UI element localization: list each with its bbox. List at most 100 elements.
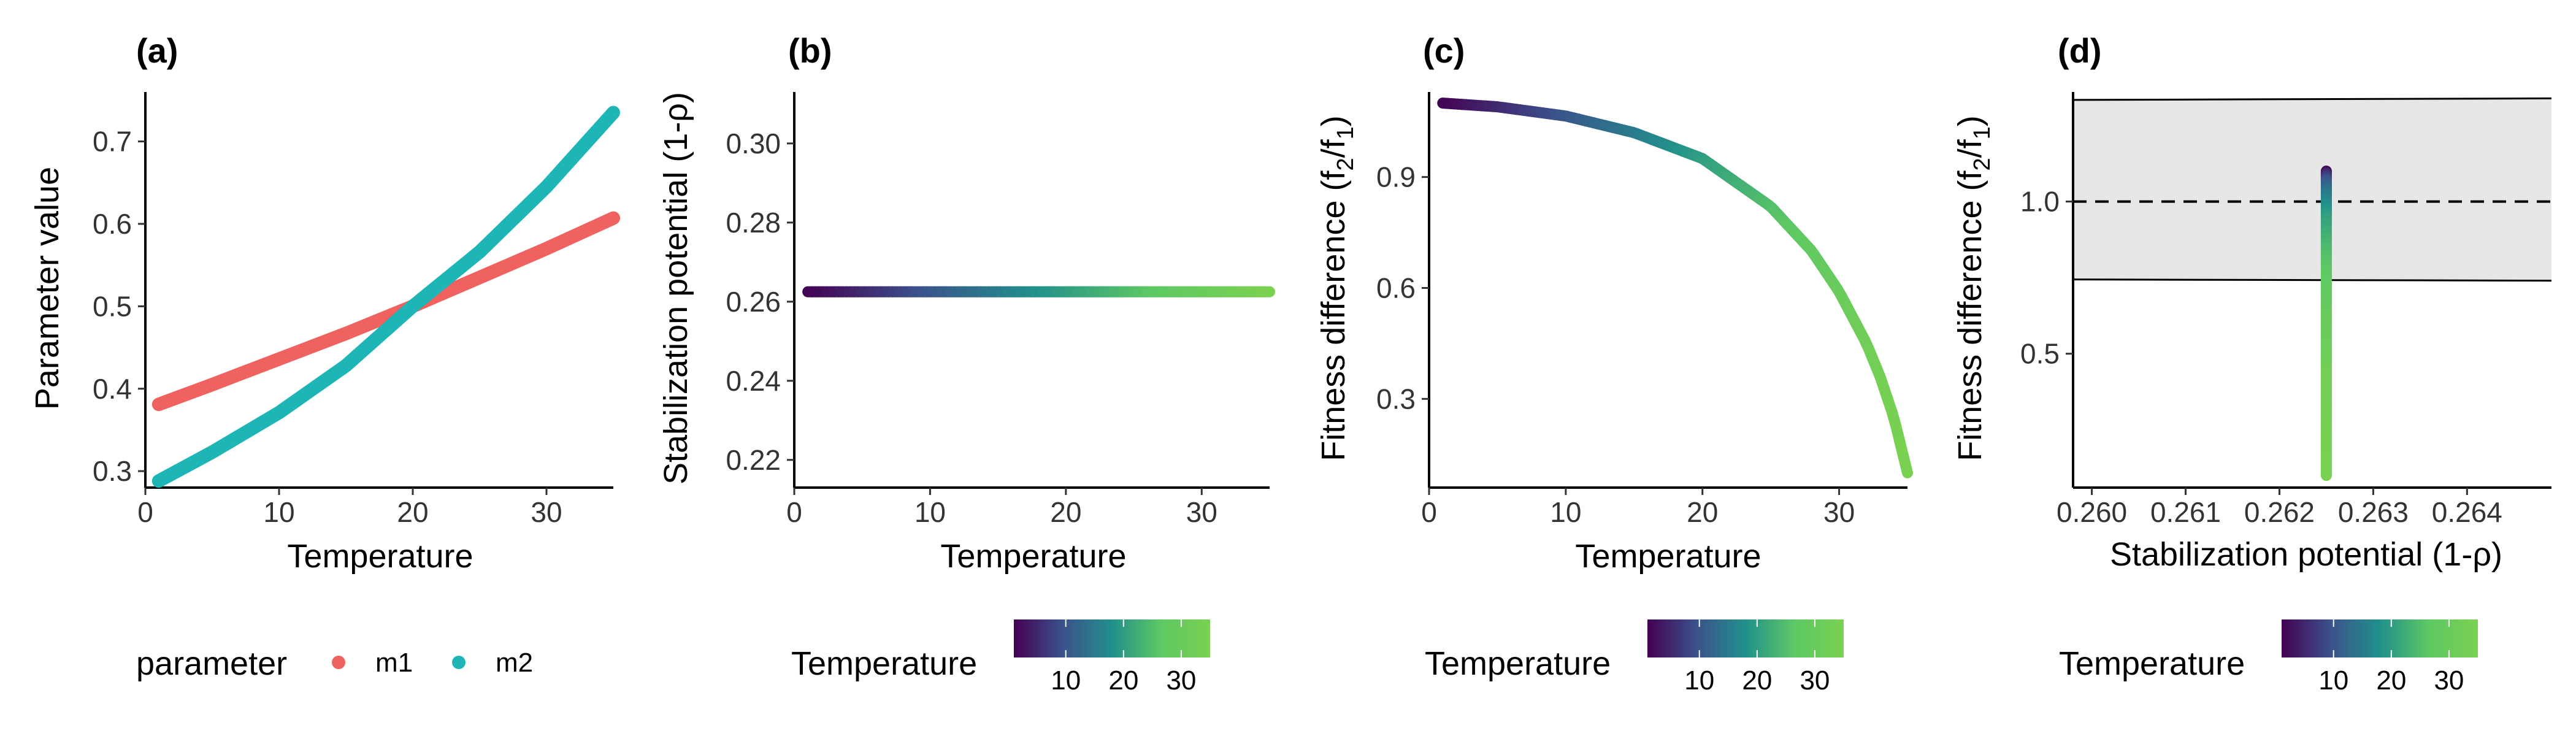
x-axis-title-d: Stabilization potential (1-ρ) (2110, 536, 2502, 573)
x-tick-label-d: 0.264 (2432, 496, 2502, 528)
colorbar-title-d: Temperature (2059, 645, 2245, 682)
colorbar-title-c: Temperature (1425, 645, 1611, 682)
y-tick-label-b: 0.26 (726, 286, 781, 318)
band-lower-line (2072, 278, 2552, 282)
x-tick-label-c: 10 (1550, 496, 1581, 528)
fit-close-d: ) (1952, 115, 1988, 126)
y-tick-label-b: 0.28 (726, 207, 781, 239)
panel-label-c: (c) (1423, 31, 1465, 70)
legend-label-m2: m2 (496, 648, 533, 678)
colorbar-tick-label: 20 (1108, 665, 1138, 696)
colorbar-tick-label: 10 (2318, 665, 2348, 696)
x-axis-title-a: Temperature (287, 538, 473, 575)
legend-key-m2 (452, 656, 466, 669)
colorbar-gradient (1647, 619, 1844, 657)
x-axis-title-b: Temperature (940, 538, 1126, 575)
y-tick-label-d: 0.5 (2020, 338, 2060, 370)
x-tick-label-a: 20 (397, 496, 428, 528)
legend-label-m1: m1 (375, 648, 413, 678)
series-line-m1 (151, 211, 620, 412)
panel-label-a: (a) (136, 31, 178, 70)
colorbar-b: Temperature 10 20 30 (791, 619, 1210, 696)
y-axis-title-b: Stabilization potential (1-ρ) (657, 92, 694, 485)
data-segment-c (1898, 451, 1913, 478)
x-axis-title-c: Temperature (1575, 538, 1761, 575)
plot-area-d: 0.260 0.261 0.262 0.263 0.264 0.5 1.0 (2020, 92, 2552, 528)
x-tick-label-a: 30 (531, 496, 562, 528)
colorbar-tick-label: 20 (2376, 665, 2406, 696)
x-tick-label-a: 0 (137, 496, 153, 528)
plot-area-c: 0 10 20 30 0.3 0.6 0.9 (1376, 92, 1913, 528)
y-tick-label-a: 0.3 (93, 455, 132, 487)
plot-area-a: 0 10 20 30 0.3 0.4 0.5 0.6 0.7 (93, 92, 620, 528)
colorbar-d: Temperature 10 20 30 (2059, 619, 2478, 696)
legend-title: parameter (136, 645, 287, 682)
fit-slash-f-d: /f (1952, 139, 1988, 158)
x-tick-label-b: 10 (914, 496, 946, 528)
x-tick-label-d: 0.263 (2338, 496, 2409, 528)
colorbar-tick-label: 10 (1051, 665, 1081, 696)
colorbar-tick-label: 10 (1684, 665, 1714, 696)
band-upper-line (2072, 97, 2552, 101)
x-title-d-rho: ρ (2472, 536, 2491, 573)
y-tick-label-c: 0.9 (1376, 161, 1416, 193)
x-tick-label-d: 0.260 (2057, 496, 2127, 528)
colorbar-body-d: 10 20 30 (2282, 619, 2478, 696)
colorbar-body-b: 10 20 30 (1014, 619, 1210, 696)
colorbar-tick-label: 30 (1800, 665, 1830, 696)
colorbar-c: Temperature 10 20 30 (1425, 619, 1844, 696)
panel-b: 0 10 20 300.220.240.260.280.30 Temperature … (657, 92, 1275, 575)
fit-sub-2: 2 (1333, 158, 1359, 171)
x-tick-label-b: 30 (1186, 496, 1217, 528)
y-tick-label-b: 0.22 (726, 444, 781, 476)
rho-symbol: ρ (657, 103, 694, 122)
y-tick-label-d: 1.0 (2020, 186, 2060, 218)
x-tick-label-a: 10 (263, 496, 294, 528)
fit-sub-1: 1 (1333, 126, 1359, 139)
x-tick-label-b: 0 (786, 496, 802, 528)
x-title-d-close: ) (2491, 536, 2502, 573)
legend-parameter: parameter m1 m2 (136, 645, 533, 682)
x-tick-label-b: 20 (1050, 496, 1081, 528)
legend-key-m1 (332, 656, 345, 669)
panel-a: 0 10 20 30 0.3 0.4 0.5 0.6 0.7 Temperature Param… (29, 92, 620, 575)
x-tick-label-c: 20 (1687, 496, 1718, 528)
y-tick-label-a: 0.7 (93, 126, 132, 158)
fit-title-main-d: Fitness difference (f (1952, 171, 1988, 461)
x-tick-label-d: 0.262 (2244, 496, 2315, 528)
x-tick-label-c: 30 (1823, 496, 1855, 528)
coexistence-band (2073, 98, 2551, 281)
x-tick-label-c: 0 (1421, 496, 1437, 528)
y-tick-label-c: 0.3 (1376, 383, 1416, 415)
y-axis-title-d: Fitness difference (f2/f1) (1952, 115, 1995, 461)
panel-label-d: (d) (2058, 31, 2102, 70)
y-tick-label-c: 0.6 (1376, 272, 1416, 304)
fit-title-main: Fitness difference (f (1315, 171, 1352, 461)
colorbar-tick-label: 30 (2434, 665, 2464, 696)
y-tick-label-a: 0.6 (93, 208, 132, 240)
colorbar-body-c: 10 20 30 (1647, 619, 1844, 696)
fit-sub-1-d: 1 (1969, 126, 1995, 139)
fit-close: ) (1315, 115, 1352, 126)
colorbar-gradient (1014, 619, 1210, 657)
x-title-d-main: Stabilization potential (1- (2110, 536, 2472, 573)
x-tick-label-d: 0.261 (2150, 496, 2221, 528)
y-axis-title-a: Parameter value (29, 167, 66, 410)
series-line-m2 (151, 105, 620, 488)
plot-area-b: 0 10 20 30 0.22 0.24 0.26 0.28 0.30 (726, 92, 1275, 528)
panel-d: 0.260 0.261 0.262 0.263 0.264 0.5 1.0 Stabiliz… (1952, 92, 2552, 573)
y-axis-title-b-close: ) (657, 92, 694, 103)
y-tick-label-b: 0.24 (726, 365, 781, 397)
series-c (1437, 98, 1913, 478)
panel-label-b: (b) (788, 31, 832, 70)
fit-sub-2-d: 2 (1969, 158, 1995, 171)
fit-slash-f: /f (1315, 139, 1352, 158)
colorbar-tick-label: 20 (1742, 665, 1772, 696)
panel-c: 0 10 20 30 0.3 0.6 0.9 Temperature Fitness dif… (1315, 92, 1913, 575)
colorbar-gradient (2282, 619, 2478, 657)
y-axis-title-c: Fitness difference (f2/f1) (1315, 115, 1359, 461)
y-tick-label-a: 0.4 (93, 373, 132, 405)
colorbar-tick-label: 30 (1166, 665, 1196, 696)
y-tick-label-a: 0.5 (93, 290, 132, 322)
